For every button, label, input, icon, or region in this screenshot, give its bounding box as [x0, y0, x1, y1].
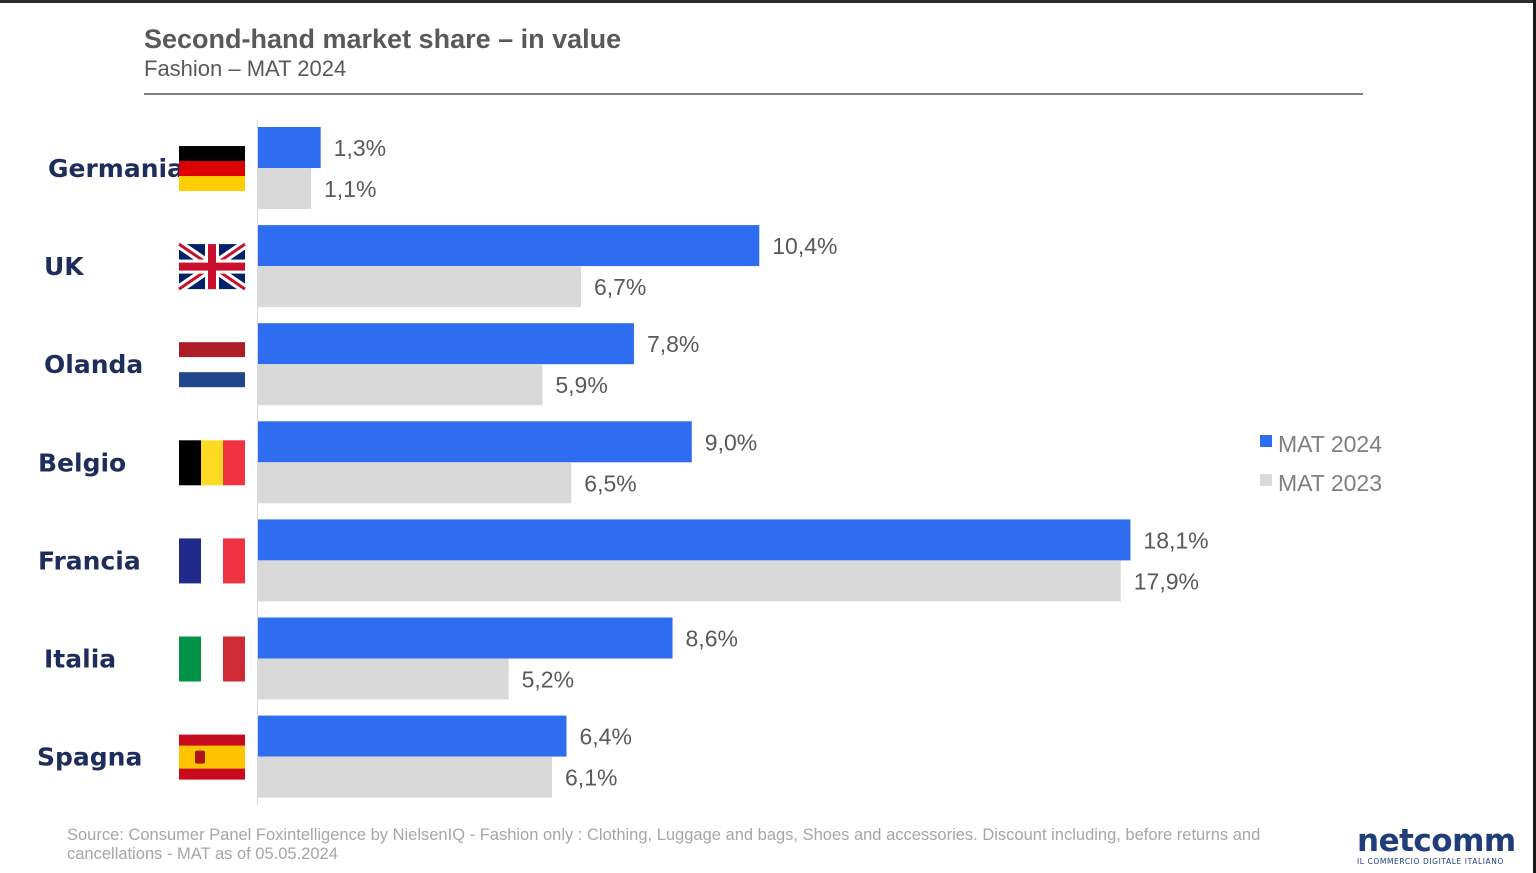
bar-mat-2024: [258, 225, 760, 267]
logo-wordmark: netcomm: [1357, 823, 1516, 859]
chart-subtitle: Fashion – MAT 2024: [144, 56, 347, 81]
data-label: 10,4%: [772, 233, 837, 259]
data-label: 6,1%: [565, 765, 617, 791]
netcomm-logo: netcomm IL COMMERCIO DIGITALE ITALIANO: [1357, 823, 1517, 867]
data-label: 17,9%: [1134, 568, 1199, 594]
top-border: [0, 0, 1536, 3]
flag-stripe: [179, 161, 245, 176]
bar-mat-2023: [258, 560, 1121, 602]
flag-stripe: [179, 636, 201, 682]
flag-stripe: [201, 440, 223, 486]
bar-group-uk: UK 10,4% 6,7%: [44, 225, 837, 308]
bar-group-spagna: Spagna 6,4% 6,1%: [37, 715, 632, 798]
legend-label: MAT 2024: [1278, 431, 1382, 457]
flag-stripe: [179, 176, 245, 191]
legend-swatch: [1260, 474, 1272, 486]
category-label: Italia: [44, 645, 116, 674]
title-divider: [144, 93, 1363, 95]
data-label: 6,5%: [584, 470, 636, 496]
bar-group-belgio: Belgio 9,0% 6,5%: [38, 421, 757, 504]
data-label: 7,8%: [647, 331, 699, 357]
legend-swatch: [1260, 435, 1272, 447]
flag-stripe: [179, 342, 245, 358]
bar-mat-2024: [258, 127, 321, 168]
germany-flag: [179, 146, 245, 191]
flag-stripe: [179, 357, 245, 373]
flag-stripe: [223, 440, 245, 486]
chart-title: Second-hand market share – in value: [144, 24, 622, 54]
bar-mat-2023: [258, 658, 509, 700]
source-note: Source: Consumer Panel Foxintelligence b…: [67, 826, 1261, 863]
italy-flag: [179, 636, 245, 682]
bar-mat-2024: [258, 323, 634, 365]
flag-stripe: [223, 538, 245, 584]
flag-stripe: [179, 538, 201, 584]
bar-group-francia: Francia 18,1% 17,9%: [38, 519, 1209, 602]
bar-mat-2023: [258, 168, 312, 209]
bar-mat-2024: [258, 519, 1131, 561]
flag-stripe: [179, 372, 245, 388]
category-label: UK: [44, 252, 85, 281]
flag-stripe: [179, 745, 245, 769]
data-label: 18,1%: [1143, 527, 1208, 553]
netherlands-flag: [179, 342, 245, 388]
category-label: Belgio: [38, 448, 126, 477]
spain-flag: [179, 734, 245, 780]
flag-coat-of-arms: [195, 750, 205, 764]
flag-stripe: [179, 146, 245, 161]
data-label: 5,2%: [522, 667, 574, 693]
flag-stripe: [201, 636, 223, 682]
legend: MAT 2024 MAT 2023: [1260, 420, 1443, 500]
bar-group-olanda: Olanda 7,8% 5,9%: [44, 323, 699, 406]
data-label: 1,1%: [324, 176, 376, 202]
bar-group-italia: Italia 8,6% 5,2%: [44, 617, 738, 700]
data-label: 1,3%: [334, 135, 386, 161]
data-label: 9,0%: [705, 429, 757, 455]
data-label: 6,4%: [579, 724, 631, 750]
legend-crop-mask: [1383, 420, 1443, 500]
bar-mat-2023: [258, 266, 581, 308]
right-border: [1533, 0, 1536, 873]
category-label: Francia: [38, 546, 141, 575]
flag-stripe: [179, 440, 201, 486]
bar-mat-2023: [258, 756, 553, 798]
logo-tagline: IL COMMERCIO DIGITALE ITALIANO: [1357, 857, 1504, 866]
bar-mat-2024: [258, 617, 673, 659]
category-label: Spagna: [37, 743, 142, 772]
flag-stripe: [201, 538, 223, 584]
france-flag: [179, 538, 245, 584]
bar-mat-2023: [258, 462, 572, 504]
data-label: 8,6%: [686, 626, 738, 652]
category-label: Olanda: [44, 350, 143, 379]
data-label: 5,9%: [555, 372, 607, 398]
bar-mat-2024: [258, 421, 692, 463]
flag-stripe: [223, 636, 245, 682]
bar-mat-2023: [258, 364, 543, 406]
legend-label: MAT 2023: [1278, 470, 1382, 496]
data-label: 6,7%: [594, 274, 646, 300]
category-label: Germania: [48, 154, 184, 183]
flag-cross-red: [179, 262, 245, 271]
uk-flag: [176, 240, 248, 293]
bar-mat-2024: [258, 715, 567, 757]
belgium-flag: [179, 440, 245, 486]
bar-group-germania: Germania 1,3% 1,1%: [48, 127, 386, 209]
